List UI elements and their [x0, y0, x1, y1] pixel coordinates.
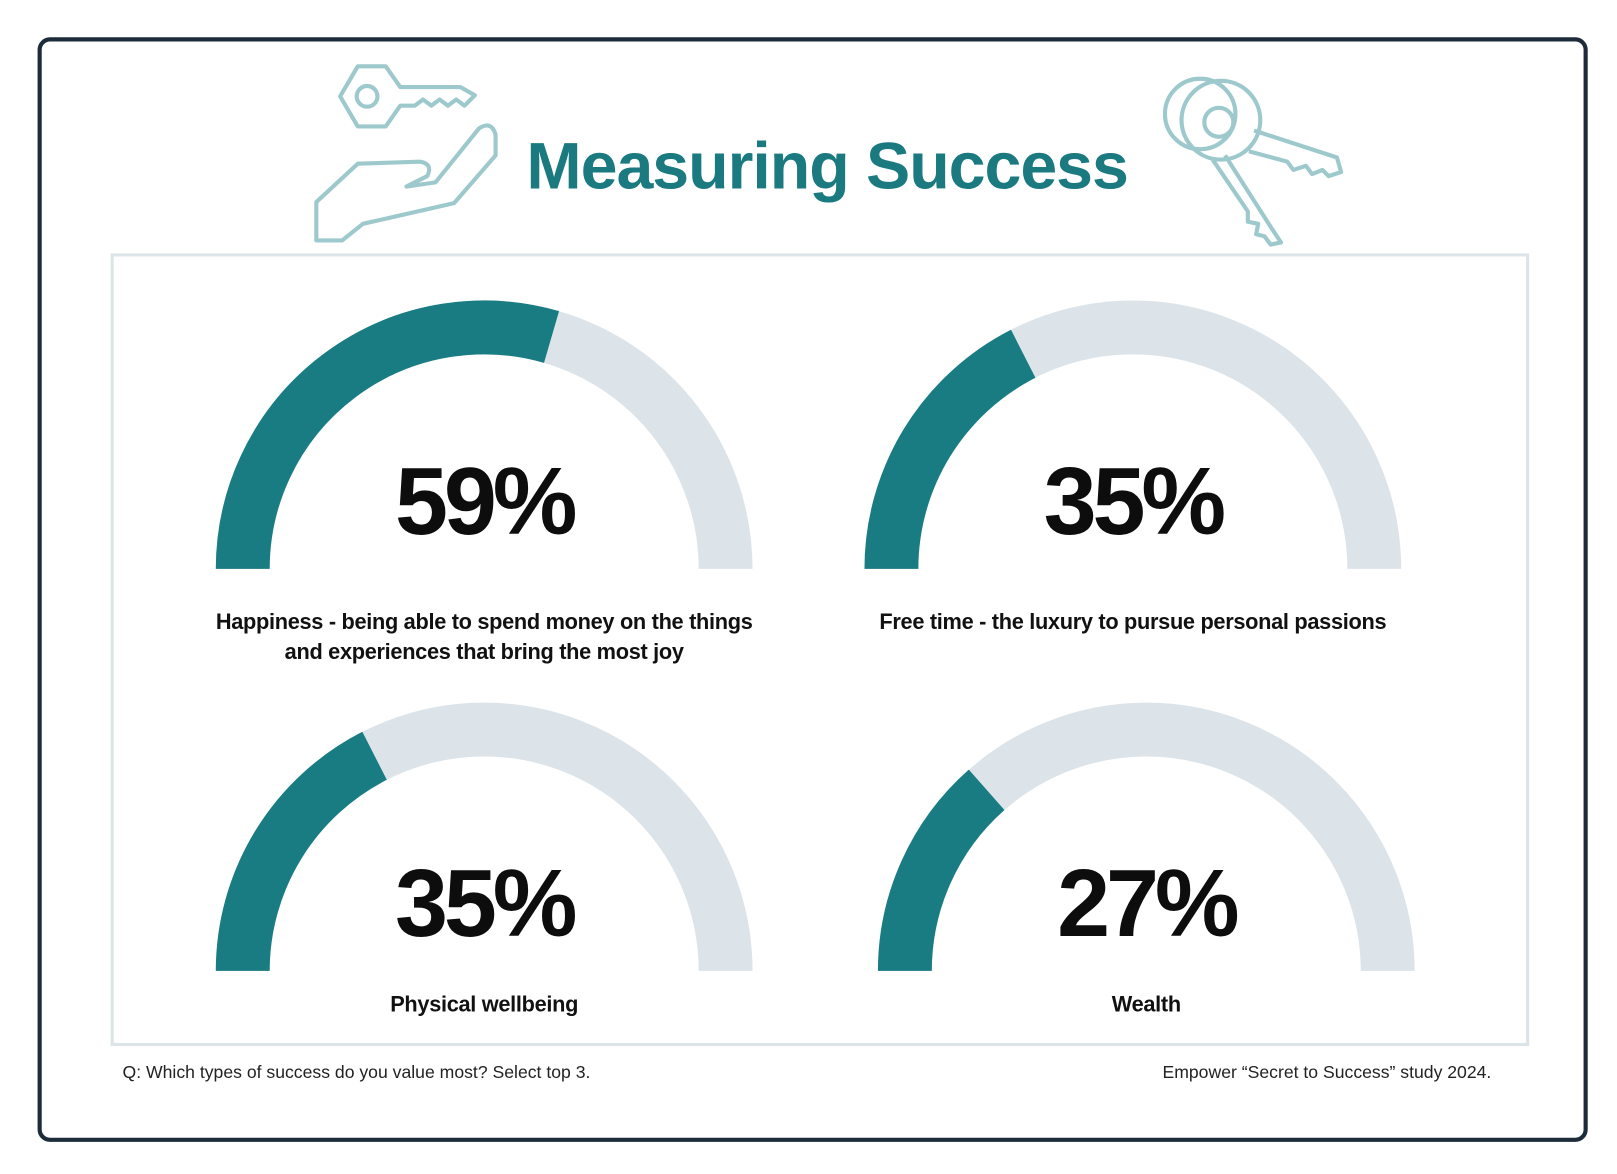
gauge-value-arc: [864, 329, 1036, 570]
gauge-label-box: Happiness - being able to spend money on…: [215, 610, 753, 665]
title: Measuring Success: [526, 129, 1127, 203]
gauge-label-box: Wealth: [1111, 992, 1181, 1017]
gauge-value-label: 59%: [395, 449, 576, 555]
keys-icon: [1162, 76, 1344, 247]
key-hand-icon: [314, 64, 498, 243]
gauge-label: Physical wellbeing: [390, 992, 579, 1017]
gauge-value-arc: [877, 769, 1005, 972]
gauge-value-arc: [215, 731, 388, 972]
gauge-value-label: 27%: [1057, 851, 1238, 957]
footnote-source: Empower “Secret to Success” study 2024.: [1162, 1062, 1491, 1082]
gauge-label: Free time - the luxury to pursue persona…: [879, 610, 1387, 635]
gauge-value-arc: [215, 300, 560, 570]
footnote-question: Q: Which types of success do you value m…: [123, 1062, 591, 1082]
gauge-label: Happiness - being able to spend money on…: [215, 610, 753, 665]
gauge-value-label: 35%: [1044, 449, 1225, 555]
gauge-label-box: Free time - the luxury to pursue persona…: [879, 610, 1387, 635]
gauge-value-label: 35%: [395, 851, 576, 957]
gauge-label: Wealth: [1111, 992, 1181, 1017]
gauge-label-box: Physical wellbeing: [390, 992, 579, 1017]
